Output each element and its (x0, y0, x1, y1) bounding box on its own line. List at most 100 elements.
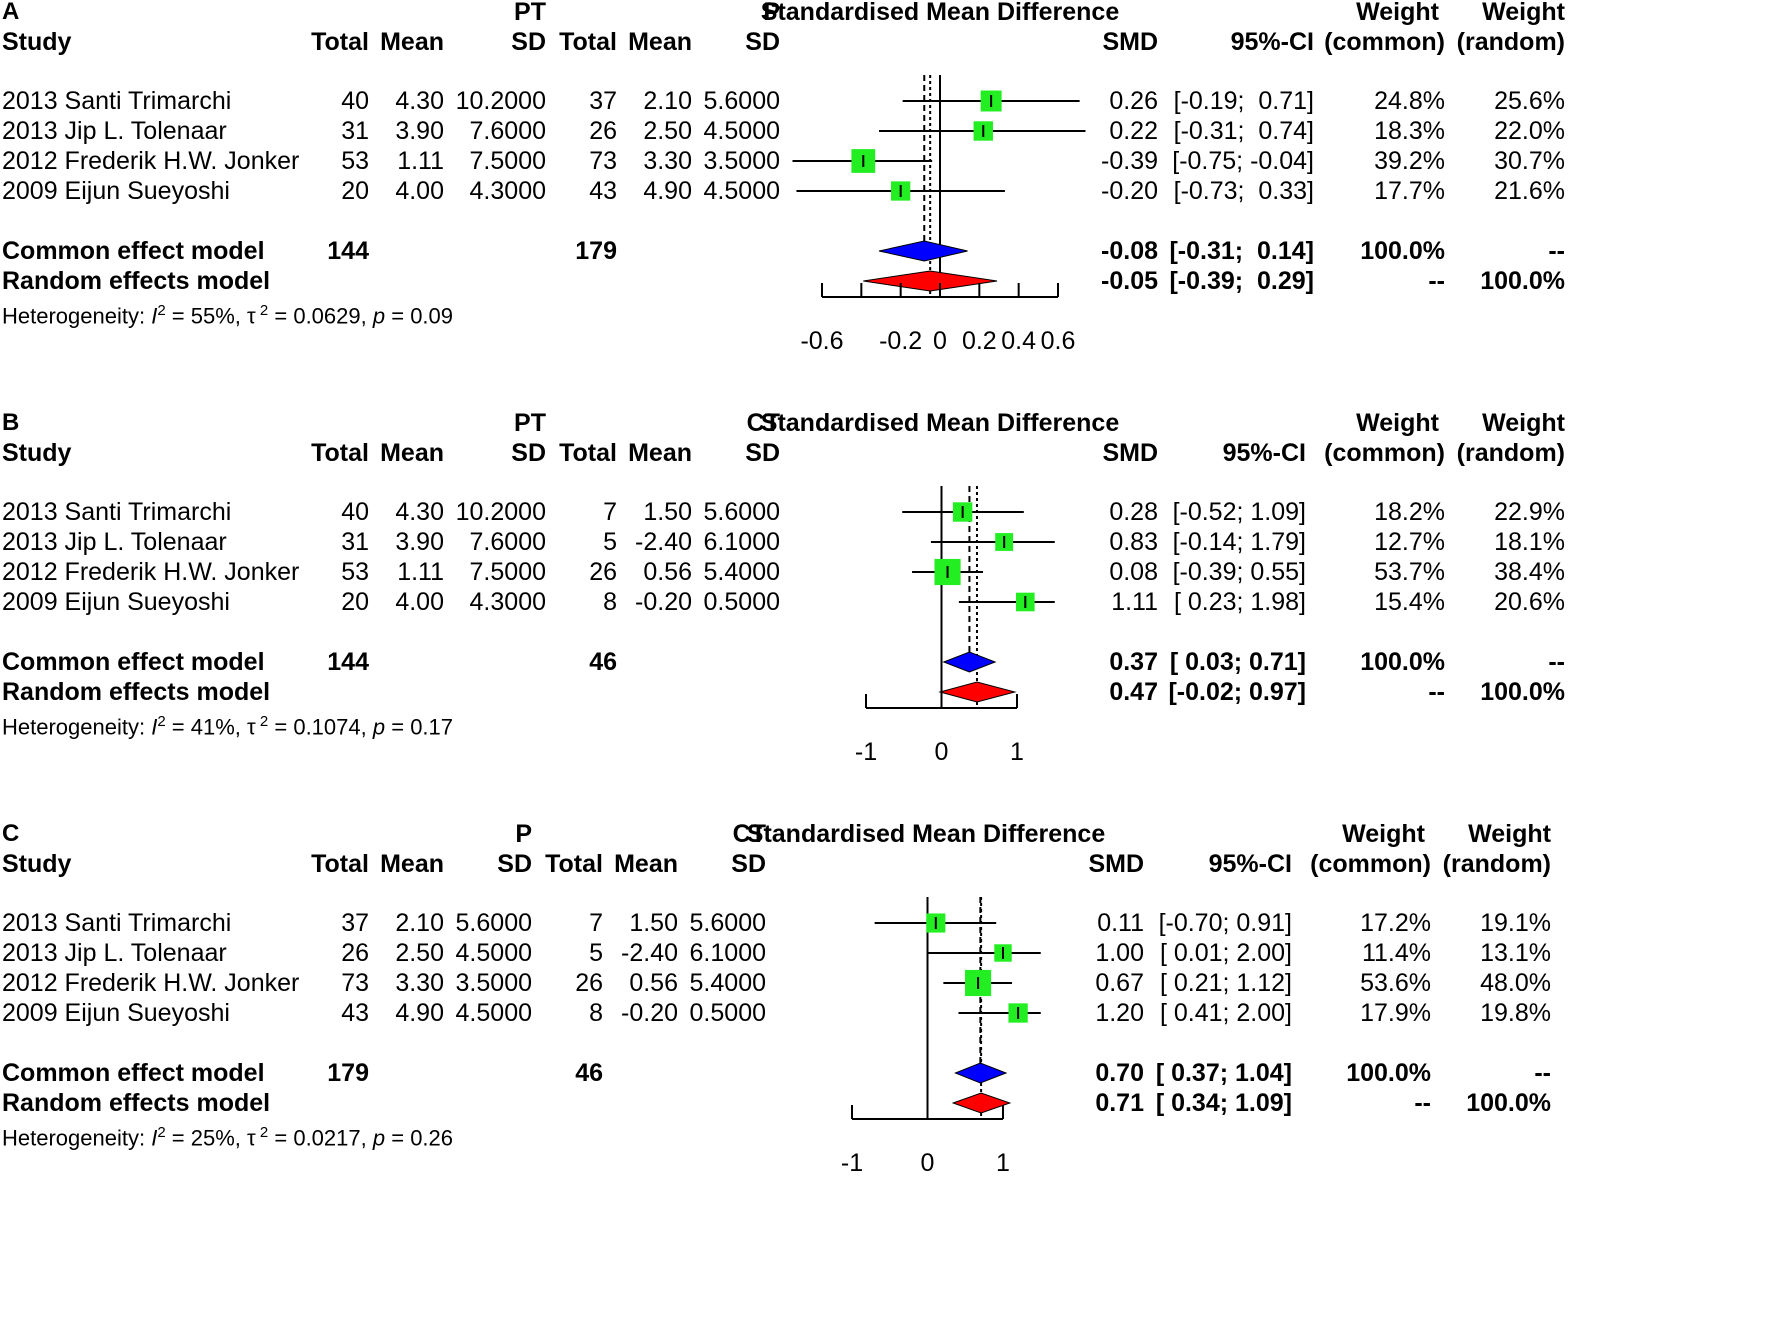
het-eq1: = (165, 303, 191, 329)
study-weight-common: 17.7% (1374, 177, 1445, 205)
study-weight-common: 12.7% (1374, 528, 1445, 556)
het-i2-value: 55% (190, 303, 235, 329)
panel-label: C (2, 820, 20, 847)
weight-common-header: Weight (1356, 409, 1439, 437)
group2-label: CT (732, 820, 766, 848)
common-effect-diamond (942, 651, 997, 673)
study-weight-random: 13.1% (1480, 939, 1551, 967)
het-eq2: = (268, 714, 294, 740)
het-prefix: Heterogeneity: (2, 303, 152, 329)
het-sep1: , (234, 303, 248, 329)
x-tick-label: 0.6 (1041, 327, 1076, 355)
study-smd: 1.20 (1095, 999, 1144, 1027)
study-sd1: 7.5000 (469, 558, 546, 586)
het-i2-symbol: I (151, 714, 158, 740)
random-model-label: Random effects model (2, 267, 271, 295)
group1-label: P (515, 820, 532, 848)
common-total1: 144 (327, 237, 369, 265)
het-tau-symbol: τ (247, 714, 256, 740)
x-tick-label: 0.4 (1001, 327, 1036, 355)
study-mean2: 0.56 (629, 969, 678, 997)
random-weight-common: -- (1428, 267, 1445, 295)
sd1-header: SD (511, 439, 546, 467)
total1-header: Total (311, 439, 369, 467)
common-effect-diamond (954, 1062, 1008, 1084)
study-name: 2013 Jip L. Tolenaar (2, 528, 227, 556)
study-weight-common: 17.2% (1360, 909, 1431, 937)
random-effect-diamond (863, 270, 998, 292)
heterogeneity-text: Heterogeneity: I2 = 41%, τ 2 = 0.1074, p… (2, 707, 453, 742)
study-ci: [-0.14; 1.79] (1172, 528, 1306, 556)
study-sd2: 6.1000 (703, 528, 780, 556)
common-weight-common: 100.0% (1360, 237, 1445, 265)
study-sd2: 5.4000 (689, 969, 766, 997)
study-smd: 0.11 (1097, 909, 1144, 937)
ci-header: 95%-CI (1230, 28, 1314, 56)
total1-header: Total (311, 850, 369, 878)
study-mean2: 2.10 (643, 87, 692, 115)
common-total1: 179 (327, 1059, 369, 1087)
sd1-header: SD (497, 850, 532, 878)
study-sd2: 4.5000 (703, 177, 780, 205)
x-tick-label: -0.6 (800, 327, 843, 355)
study-ci: [-0.52; 1.09] (1172, 498, 1306, 526)
study-ci: [-0.73; 0.33] (1173, 177, 1314, 205)
study-sd1: 5.6000 (455, 909, 532, 937)
x-tick-label: 0 (935, 738, 949, 766)
study-mean1: 4.90 (395, 999, 444, 1027)
het-tau2-value: 0.0629 (293, 303, 361, 329)
mean2-header: Mean (628, 28, 692, 56)
random-ci: [-0.02; 0.97] (1168, 678, 1306, 706)
study-name: 2013 Jip L. Tolenaar (2, 117, 227, 145)
forest-plot-area: -0.6 -0.2 0 0.2 0.4 0.6 (792, 75, 1086, 355)
study-mean2: 4.90 (643, 177, 692, 205)
x-axis-title: Standardised Mean Difference (760, 409, 1120, 437)
smd-header: SMD (1088, 850, 1144, 878)
weight-common-sub: (common) (1324, 28, 1445, 56)
sd2-header: SD (731, 850, 766, 878)
random-weight-random: 100.0% (1466, 1089, 1551, 1117)
study-name: 2013 Santi Trimarchi (2, 87, 232, 115)
common-model-label: Common effect model (2, 648, 265, 676)
weight-common-header: Weight (1356, 0, 1439, 26)
study-smd: 0.08 (1109, 558, 1158, 586)
het-eq1: = (165, 1125, 191, 1151)
study-total1: 26 (341, 939, 369, 967)
study-sd2: 0.5000 (689, 999, 766, 1027)
study-total1: 73 (341, 969, 369, 997)
random-effect-diamond (938, 681, 1017, 703)
x-tick-label: -1 (841, 1149, 863, 1177)
study-sd2: 5.6000 (703, 87, 780, 115)
common-weight-random: -- (1548, 237, 1565, 265)
study-mean1: 2.50 (395, 939, 444, 967)
x-tick-label: -0.2 (879, 327, 922, 355)
common-total2: 46 (575, 1059, 603, 1087)
group1-label: PT (514, 0, 546, 26)
het-sep1: , (234, 714, 248, 740)
het-eq2: = (268, 1125, 294, 1151)
study-total1: 20 (341, 588, 369, 616)
common-total2: 179 (575, 237, 617, 265)
study-name: 2012 Frederik H.W. Jonker (2, 969, 300, 997)
random-weight-common: -- (1414, 1089, 1431, 1117)
study-weight-random: 38.4% (1494, 558, 1565, 586)
common-weight-common: 100.0% (1360, 648, 1445, 676)
study-mean1: 4.30 (395, 87, 444, 115)
study-total2: 7 (603, 498, 617, 526)
het-sup2: 2 (157, 1124, 166, 1141)
study-name: 2013 Santi Trimarchi (2, 909, 232, 937)
het-p-symbol: p (372, 714, 386, 740)
het-eq2: = (268, 303, 294, 329)
sd1-header: SD (511, 28, 546, 56)
group2-label: CT (746, 409, 780, 437)
study-ci: [ 0.21; 1.12] (1159, 969, 1292, 997)
study-total2: 43 (589, 177, 617, 205)
study-mean2: 2.50 (643, 117, 692, 145)
study-smd: 0.22 (1109, 117, 1158, 145)
study-mean1: 1.11 (397, 147, 444, 175)
het-p-symbol: p (372, 1125, 386, 1151)
study-weight-random: 19.8% (1480, 999, 1551, 1027)
study-name: 2012 Frederik H.W. Jonker (2, 558, 300, 586)
smd-header: SMD (1102, 28, 1158, 56)
het-tau-symbol: τ (247, 303, 256, 329)
